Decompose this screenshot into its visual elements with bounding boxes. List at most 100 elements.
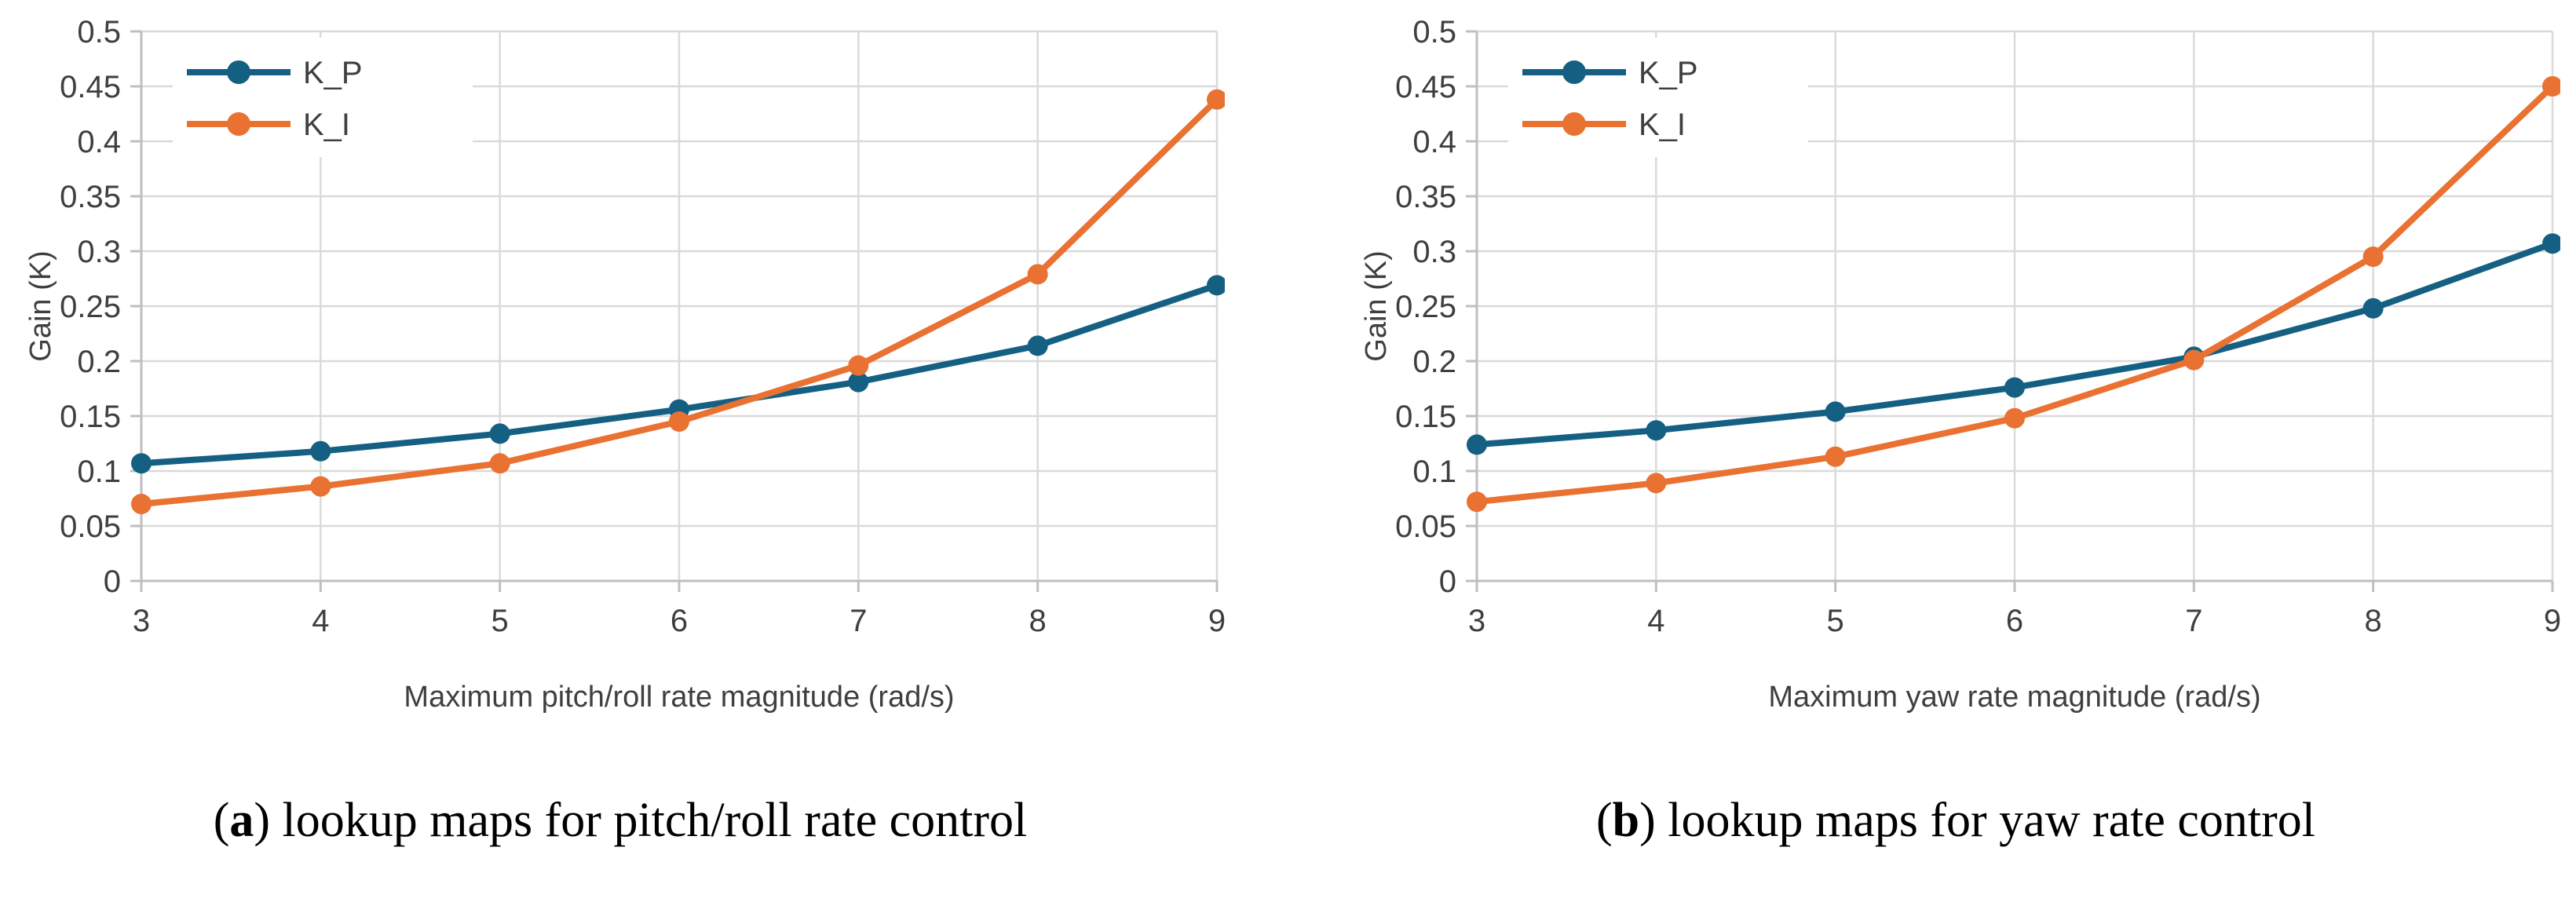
figure-b: 0 0.05 0.1 0.15 0.2 0.25 0.3 0.35 0.4 0.45 0.5 3 4 5 6… [1351,0,2560,849]
legend-label: K_P [303,56,363,90]
data-point-marker [2542,76,2560,97]
data-point-marker [310,476,331,497]
data-point-marker [1467,434,1487,455]
legend-background [1508,38,1808,157]
svg-text:0.05: 0.05 [60,509,121,544]
legend: K_P K_I [173,38,473,157]
caption-a: (a) lookup maps for pitch/roll rate cont… [16,791,1225,849]
svg-text:6: 6 [670,604,688,638]
series-K_P [131,275,1225,474]
data-point-marker [1646,420,1667,441]
y-axis-title: Gain (K) [24,250,57,361]
data-point-marker [1825,401,1846,422]
svg-text:9: 9 [1208,604,1225,638]
data-point-marker [848,355,869,376]
legend-entry-K_P: K_P [187,56,363,90]
svg-text:0.4: 0.4 [77,125,121,159]
data-point-marker [489,423,510,444]
svg-text:0.5: 0.5 [1412,15,1456,49]
y-tick-labels: 0 0.05 0.1 0.15 0.2 0.25 0.3 0.35 0.4 0.45 0.5 [60,15,121,599]
legend-circle-marker-icon [227,112,250,136]
y-tick-labels: 0 0.05 0.1 0.15 0.2 0.25 0.3 0.35 0.4 0.45 0.5 [1395,15,1456,599]
svg-text:5: 5 [491,604,509,638]
legend-entry-K_I: K_I [1522,108,1686,142]
legend-label: K_I [303,108,350,142]
caption-b: (b) lookup maps for yaw rate control [1351,791,2560,849]
caption-b-text: lookup maps for yaw rate control [1655,794,2315,847]
data-point-marker [131,494,152,514]
svg-text:3: 3 [133,604,150,638]
data-point-marker [131,453,152,474]
axes [1466,30,2554,592]
svg-text:0.25: 0.25 [1395,290,1456,324]
legend-entry-K_P: K_P [1522,56,1698,90]
data-point-marker [2542,233,2560,254]
data-point-marker [848,371,869,393]
data-point-marker [1207,275,1225,296]
svg-text:0.35: 0.35 [60,180,121,214]
svg-text:7: 7 [850,604,867,638]
caption-b-open-paren: ( [1595,794,1613,847]
svg-text:4: 4 [1647,604,1664,638]
svg-text:0.2: 0.2 [77,345,121,379]
caption-a-letter: a [229,794,254,847]
svg-text:0.1: 0.1 [77,455,121,489]
legend-circle-marker-icon [1562,60,1586,84]
data-point-marker [669,411,689,432]
x-axis-title: Maximum pitch/roll rate magnitude (rad/s… [404,681,954,714]
legend: K_P K_I [1508,38,1808,157]
svg-text:0.15: 0.15 [60,400,121,434]
chart-yaw-rate: 0 0.05 0.1 0.15 0.2 0.25 0.3 0.35 0.4 0.45 0.5 3 4 5 6… [1360,15,2560,714]
legend-entry-K_I: K_I [187,108,350,142]
svg-text:0.25: 0.25 [60,290,121,324]
caption-b-letter: b [1612,794,1640,847]
svg-text:5: 5 [1827,604,1844,638]
data-point-marker [1207,89,1225,110]
svg-text:0.4: 0.4 [1412,125,1456,159]
svg-text:0.3: 0.3 [77,235,121,269]
svg-text:6: 6 [2006,604,2023,638]
x-tick-labels: 3 4 5 6 7 8 9 [1468,604,2560,638]
data-point-marker [2362,298,2384,319]
series-K_I [1467,76,2560,513]
x-axis-title: Maximum yaw rate magnitude (rad/s) [1768,681,2260,714]
svg-text:0.5: 0.5 [77,15,121,49]
legend-circle-marker-icon [227,60,250,84]
svg-text:0.45: 0.45 [60,70,121,104]
data-point-marker [1027,264,1048,285]
data-point-marker [2362,246,2384,267]
caption-a-close-paren: ) [254,794,271,847]
legend-label: K_P [1639,56,1698,90]
caption-a-open-paren: ( [213,794,230,847]
svg-text:0.45: 0.45 [1395,70,1456,104]
data-point-marker [2004,377,2025,398]
svg-text:4: 4 [312,604,329,638]
svg-text:9: 9 [2544,604,2560,638]
data-point-marker [310,440,331,462]
svg-text:0.15: 0.15 [1395,400,1456,434]
data-point-marker [1467,491,1487,513]
svg-text:7: 7 [2185,604,2202,638]
data-point-marker [489,453,510,474]
caption-a-text: lookup maps for pitch/roll rate control [270,794,1028,847]
chart-pitch-roll-rate: 0 0.05 0.1 0.15 0.2 0.25 0.3 0.35 0.4 0.45 0.5 3 4 5 6… [24,15,1225,714]
svg-text:0: 0 [1439,564,1456,599]
figure-a: 0 0.05 0.1 0.15 0.2 0.25 0.3 0.35 0.4 0.45 0.5 3 4 5 6… [16,0,1225,849]
legend-label: K_I [1639,108,1686,142]
legend-circle-marker-icon [1562,112,1586,136]
svg-text:0.35: 0.35 [1395,180,1456,214]
data-point-marker [2183,349,2205,371]
svg-text:0: 0 [104,564,121,599]
y-axis-title: Gain (K) [1360,250,1393,361]
axes [130,30,1219,592]
data-point-marker [2004,407,2025,429]
svg-text:3: 3 [1468,604,1485,638]
data-point-marker [1027,335,1048,356]
x-tick-labels: 3 4 5 6 7 8 9 [133,604,1225,638]
data-point-marker [1646,473,1667,494]
svg-text:0.1: 0.1 [1412,455,1456,489]
svg-text:8: 8 [1029,604,1047,638]
svg-text:0.05: 0.05 [1395,509,1456,544]
svg-text:0.2: 0.2 [1412,345,1456,379]
